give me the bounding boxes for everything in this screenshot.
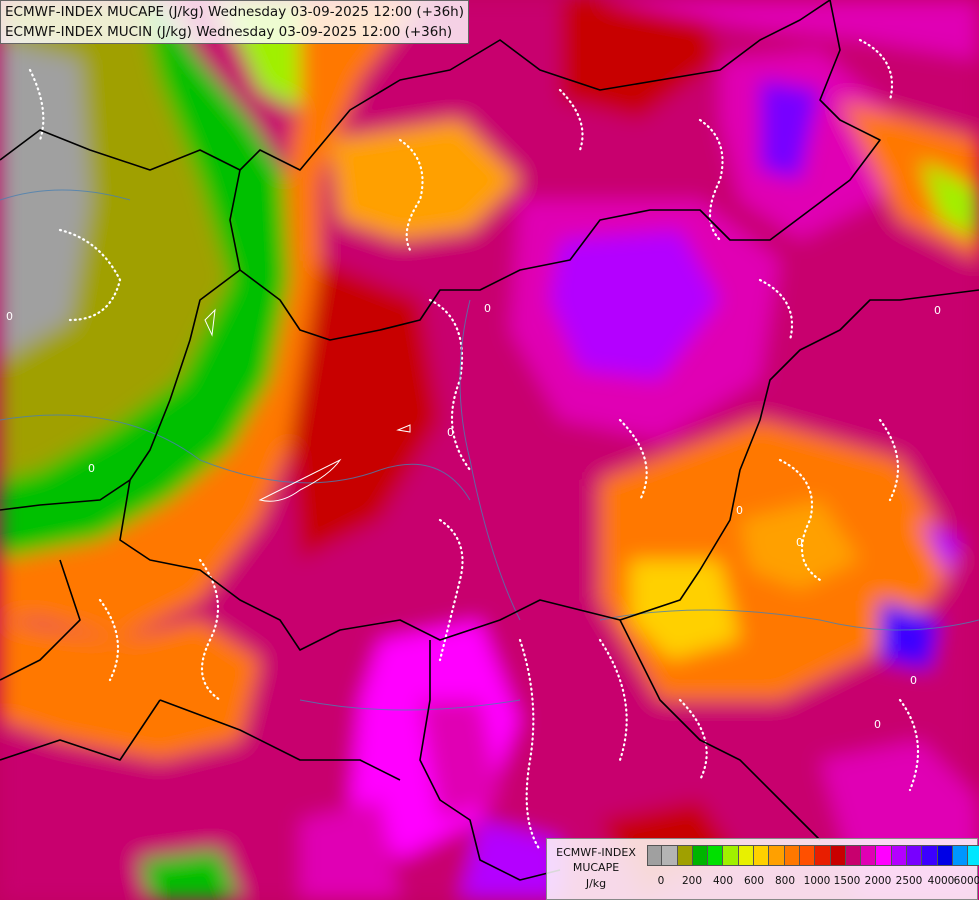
legend-tick-label: 1500 — [834, 875, 861, 887]
contour-label: 0 — [6, 310, 13, 323]
legend-swatch — [907, 845, 922, 866]
legend-swatch — [708, 845, 723, 866]
contour-label: 0 — [910, 674, 917, 687]
title-box: ECMWF-INDEX MUCAPE (J/kg) Wednesday 03-0… — [0, 0, 469, 44]
legend-swatch — [861, 845, 876, 866]
contour-label: 0 — [874, 718, 881, 731]
legend-swatch — [678, 845, 693, 866]
color-legend: ECMWF-INDEX MUCAPE J/kg 0 200 400 600 800 100… — [546, 838, 978, 900]
contour-label: 0 — [736, 504, 743, 517]
legend-swatch — [739, 845, 754, 866]
legend-swatch — [815, 845, 830, 866]
legend-swatch — [693, 845, 708, 866]
legend-tick-label: 600 — [744, 875, 764, 887]
legend-tick-label: 2500 — [896, 875, 923, 887]
contour-label: 0 — [796, 536, 803, 549]
legend-tick-label: 800 — [775, 875, 795, 887]
legend-swatch — [769, 845, 784, 866]
legend-tick-label: 6000 — [954, 875, 979, 887]
legend-swatch — [953, 845, 968, 866]
legend-swatches — [647, 845, 979, 866]
legend-swatch — [800, 845, 815, 866]
legend-swatch — [968, 845, 979, 866]
legend-swatch — [876, 845, 891, 866]
legend-swatch — [892, 845, 907, 866]
legend-swatch — [647, 845, 662, 866]
legend-unit: J/kg — [547, 877, 645, 890]
contour-label: 0 — [447, 426, 454, 439]
legend-tick-label: 0 — [658, 875, 665, 887]
legend-swatch — [831, 845, 846, 866]
legend-swatch — [938, 845, 953, 866]
legend-swatch — [723, 845, 738, 866]
legend-tick-label: 400 — [713, 875, 733, 887]
legend-ticks: 0 200 400 600 800 1000 1500 2000 2500 4000 6000 — [647, 875, 967, 889]
legend-swatch — [754, 845, 769, 866]
legend-tick-label: 200 — [682, 875, 702, 887]
legend-tick-label: 4000 — [928, 875, 955, 887]
mucape-title: ECMWF-INDEX MUCAPE (J/kg) Wednesday 03-0… — [5, 2, 464, 22]
mucin-title: ECMWF-INDEX MUCIN (J/kg) Wednesday 03-09… — [5, 22, 464, 42]
legend-swatch — [846, 845, 861, 866]
contour-label: 0 — [484, 302, 491, 315]
contour-label: 0 — [934, 304, 941, 317]
legend-swatch — [662, 845, 677, 866]
legend-tick-label: 2000 — [865, 875, 892, 887]
legend-swatch — [922, 845, 937, 866]
legend-field: MUCAPE — [547, 861, 645, 874]
legend-swatch — [785, 845, 800, 866]
contour-label: 0 — [88, 462, 95, 475]
legend-model: ECMWF-INDEX — [547, 846, 645, 859]
legend-tick-label: 1000 — [804, 875, 831, 887]
